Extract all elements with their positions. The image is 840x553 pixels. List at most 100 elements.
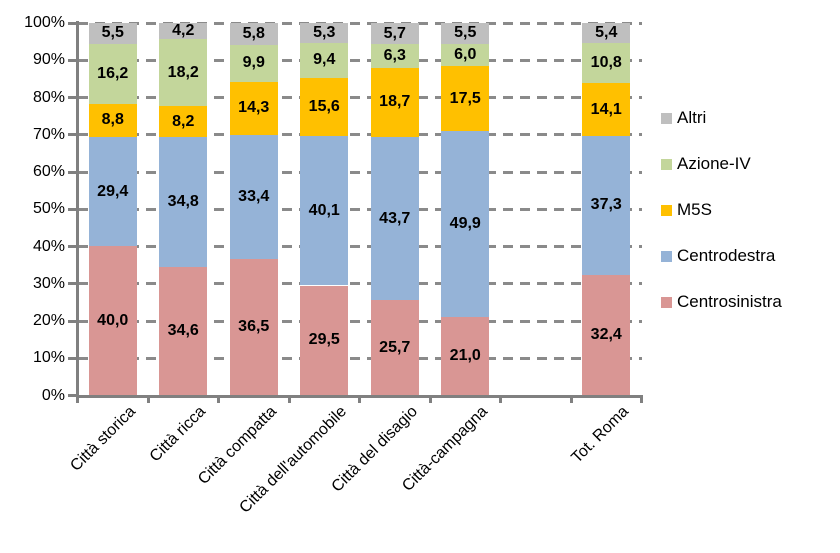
x-axis-tick <box>428 395 432 403</box>
x-axis-tick <box>569 395 573 403</box>
y-axis-tick <box>68 170 77 174</box>
y-axis-tick <box>68 394 77 397</box>
bar-segment-azione-iv: 9,9 <box>229 44 278 82</box>
y-axis-tick <box>68 319 77 323</box>
bar-segment-centrodestra: 40,1 <box>300 135 349 286</box>
bar-segment-altri: 5,5 <box>88 23 137 44</box>
gridline-60 <box>77 170 642 174</box>
bar-segment-azione-iv: 9,4 <box>300 42 349 78</box>
y-axis-line <box>76 21 79 398</box>
gridline-90 <box>77 58 642 62</box>
value-label: 18,2 <box>167 63 199 81</box>
value-label: 5,4 <box>595 24 618 42</box>
value-label: 37,3 <box>590 196 622 214</box>
value-label: 5,5 <box>454 24 477 42</box>
x-axis-category-label: Città storica <box>67 403 139 475</box>
value-label: 10,8 <box>590 54 622 72</box>
x-axis-category-label: Tot. Roma <box>568 403 633 467</box>
bar-segment-centrosinistra: 29,5 <box>300 285 349 396</box>
y-axis-tick-label: 50% <box>32 200 65 218</box>
legend-item-centrodestra: Centrodestra <box>661 246 782 266</box>
value-label: 21,0 <box>449 347 481 365</box>
legend: Altri Azione-IV M5S Centrodestra Centrosinis… <box>661 108 782 312</box>
value-label: 6,3 <box>383 46 406 64</box>
bar-segment-azione-iv: 16,2 <box>88 43 137 104</box>
value-label: 34,6 <box>167 322 199 340</box>
y-axis-tick-label: 30% <box>32 274 65 292</box>
legend-swatch-icon <box>661 250 672 262</box>
bar-segment-centrosinistra: 40,0 <box>88 246 137 396</box>
bar-segment-azione-iv: 10,8 <box>582 43 631 84</box>
legend-swatch-icon <box>661 158 672 170</box>
y-axis-tick <box>68 96 77 99</box>
value-label: 40,1 <box>308 201 340 219</box>
x-axis-tick <box>640 395 643 403</box>
x-axis-category-label: Città ricca <box>146 403 210 466</box>
y-axis-tick-label: 20% <box>32 312 65 329</box>
legend-item-m5s: M5S <box>661 200 782 220</box>
bar-segment-m5s: 8,2 <box>159 106 208 137</box>
legend-item-centrosinistra: Centrosinistra <box>661 292 782 312</box>
bar-segment-centrodestra: 43,7 <box>370 137 419 300</box>
gridline-40 <box>77 245 642 248</box>
value-label: 33,4 <box>238 188 270 206</box>
legend-swatch-icon <box>661 204 672 216</box>
y-axis-tick <box>68 356 77 360</box>
bar-segment-altri: 5,4 <box>582 23 631 44</box>
value-label: 16,2 <box>97 64 129 82</box>
value-label: 5,8 <box>242 24 265 42</box>
bar-segment-m5s: 14,3 <box>229 81 278 135</box>
bar-segment-azione-iv: 6,0 <box>441 43 490 66</box>
value-label: 40,0 <box>97 311 129 329</box>
y-axis-tick-label: 10% <box>32 349 65 367</box>
bar-segment-m5s: 17,5 <box>441 65 490 132</box>
value-label: 29,4 <box>97 182 129 200</box>
legend-label: Centrodestra <box>677 246 776 265</box>
bar-segment-m5s: 18,7 <box>370 67 419 138</box>
legend-label: M5S <box>677 200 712 219</box>
y-axis-tick-label: 60% <box>32 163 65 180</box>
x-axis-tick <box>76 395 79 403</box>
value-label: 5,5 <box>101 24 124 42</box>
bar-segment-centrosinistra: 21,0 <box>441 317 490 396</box>
value-label: 6,0 <box>454 45 477 63</box>
bar-segment-m5s: 14,1 <box>582 83 631 136</box>
value-label: 17,5 <box>449 89 481 107</box>
x-axis-category-label: Città-campagna <box>399 403 492 495</box>
value-label: 14,1 <box>590 100 622 118</box>
y-axis-tick <box>68 133 77 137</box>
y-axis-tick <box>68 58 77 62</box>
value-label: 18,7 <box>379 93 411 111</box>
y-axis-tick <box>68 245 77 248</box>
bar-segment-centrosinistra: 34,6 <box>159 266 208 396</box>
bar-segment-altri: 5,5 <box>441 23 490 44</box>
value-label: 9,9 <box>242 54 265 72</box>
bar-segment-centrodestra: 34,8 <box>159 136 208 267</box>
legend-item-altri: Altri <box>661 108 782 128</box>
y-axis-tick-label: 40% <box>32 237 65 255</box>
bar-segment-centrodestra: 49,9 <box>441 131 490 318</box>
gridline-100 <box>77 21 642 25</box>
x-axis-category-label: Città del disagio <box>328 403 421 496</box>
gridline-20 <box>77 319 642 323</box>
legend-swatch-icon <box>661 112 672 124</box>
value-label: 5,3 <box>313 23 336 41</box>
bar-segment-centrosinistra: 25,7 <box>370 299 419 396</box>
bar-segment-centrodestra: 33,4 <box>229 134 278 260</box>
legend-item-azione-iv: Azione-IV <box>661 154 782 174</box>
value-label: 8,2 <box>172 112 195 130</box>
x-axis-tick <box>287 395 291 403</box>
gridline-30 <box>77 282 642 286</box>
gridline-50 <box>77 207 642 211</box>
value-label: 5,7 <box>383 24 406 42</box>
y-axis-tick <box>68 207 77 211</box>
legend-label: Azione-IV <box>677 154 751 173</box>
value-label: 36,5 <box>238 318 270 336</box>
gridline-80 <box>77 96 642 99</box>
x-axis-line <box>76 394 643 398</box>
value-label: 34,8 <box>167 192 199 210</box>
y-axis-tick-label: 90% <box>32 51 65 69</box>
value-label: 4,2 <box>172 21 195 39</box>
y-axis-tick <box>68 21 77 25</box>
